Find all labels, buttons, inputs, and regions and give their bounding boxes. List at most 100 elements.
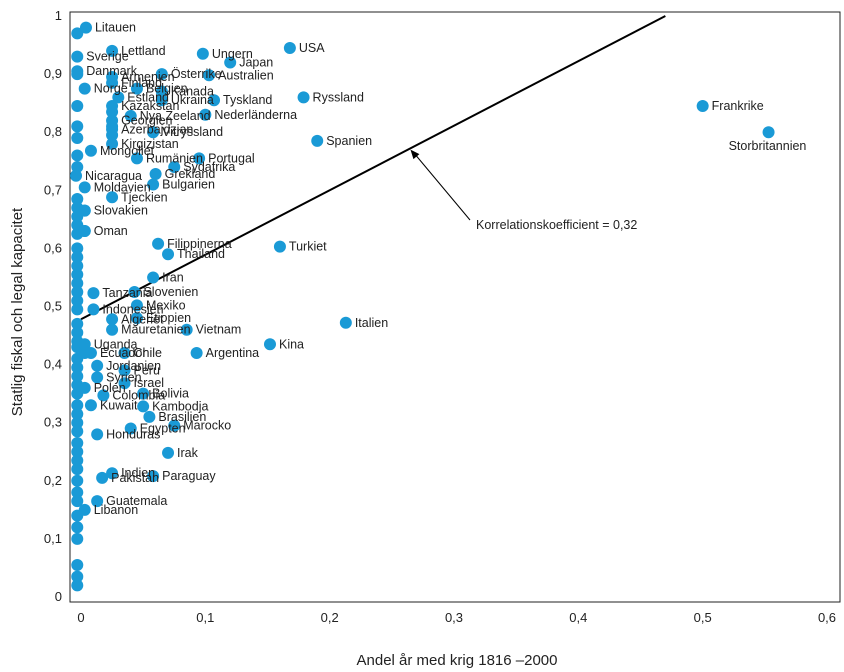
y-tick-labels: 0 0,1 0,2 0,3 0,4 0,5 0,6 0,7 0,8 0,9 1: [44, 8, 62, 604]
point-label: Kambodja: [152, 399, 208, 413]
point-label: Azerbajdzjan: [121, 122, 193, 136]
point-label: Libanon: [94, 503, 139, 517]
trend-line: [80, 15, 666, 321]
data-point: [71, 474, 84, 487]
data-point: [71, 579, 84, 592]
point-label: Kuwait: [100, 398, 138, 412]
x-tick-label: 0: [77, 610, 84, 625]
point-label: Frankrike: [712, 99, 764, 113]
data-point: [124, 422, 137, 435]
point-label: Peru: [134, 363, 160, 377]
data-point: [106, 323, 119, 336]
data-point: [71, 370, 84, 383]
point-label: Jordanien: [106, 359, 161, 373]
point-label: Oman: [94, 224, 128, 238]
data-point: [71, 407, 84, 420]
point-label: Kirgizistan: [121, 137, 179, 151]
data-point: [130, 299, 143, 312]
data-point: [71, 242, 84, 255]
point-label: Sverige: [86, 50, 128, 64]
data-point: [71, 416, 84, 429]
point-label: Indien: [121, 466, 155, 480]
data-point: [71, 445, 84, 458]
data-point: [224, 56, 237, 69]
point-label: Ukraina: [171, 93, 214, 107]
point-label: Italien: [355, 316, 388, 330]
point-label: Sydafrika: [183, 160, 235, 174]
point-label: Japan: [239, 55, 273, 69]
point-label: Lettland: [121, 44, 166, 58]
point-label: Guatemala: [106, 494, 167, 508]
point-label: Tanzania: [102, 286, 152, 300]
data-point: [147, 271, 160, 284]
data-point: [97, 389, 110, 402]
data-point: [71, 559, 84, 572]
data-point: [84, 144, 97, 157]
point-label: Storbritannien: [729, 139, 807, 153]
data-point: [162, 248, 175, 261]
data-point: [283, 41, 296, 54]
data-point: [118, 346, 131, 359]
data-point: [71, 285, 84, 298]
point-label: Etiopien: [146, 311, 191, 325]
y-tick-label: 0: [55, 589, 62, 604]
x-axis-title: Andel år med krig 1816 –2000: [357, 652, 558, 669]
data-point: [106, 137, 119, 150]
data-point: [203, 69, 216, 82]
data-point: [71, 120, 84, 133]
point-label: Algeriet: [121, 312, 164, 326]
trend-line-group: [80, 15, 666, 321]
data-point: [137, 387, 150, 400]
data-point: [263, 338, 276, 351]
data-point: [71, 570, 84, 583]
annotation-arrow: [414, 153, 471, 221]
point-label: Colombia: [112, 388, 165, 402]
y-tick-label: 0,9: [44, 66, 62, 81]
point-label: Argentina: [206, 346, 260, 360]
data-point: [130, 152, 143, 165]
x-tick-label: 0,5: [694, 610, 712, 625]
data-point: [71, 277, 84, 290]
data-point: [106, 76, 119, 89]
x-tick-label: 0,3: [445, 610, 463, 625]
data-point: [155, 68, 168, 81]
data-point: [124, 109, 137, 122]
data-point: [168, 161, 181, 174]
data-point: [91, 371, 104, 384]
data-point: [168, 419, 181, 432]
data-point: [91, 428, 104, 441]
arrowhead: [410, 149, 420, 160]
data-point: [71, 317, 84, 330]
point-label: Irak: [177, 446, 199, 460]
y-tick-label: 1: [55, 8, 62, 23]
point-label: Iran: [162, 270, 184, 284]
point-label: Tjeckien: [121, 190, 168, 204]
data-point: [71, 437, 84, 450]
point-label: Ungern: [212, 47, 253, 61]
point-label: Egypten: [140, 422, 186, 436]
point-label: Ecuador: [100, 346, 147, 360]
data-point: [84, 399, 97, 412]
data-point: [91, 359, 104, 372]
data-point: [71, 454, 84, 467]
data-point: [71, 486, 84, 499]
point-label: Spanien: [326, 134, 372, 148]
x-tick-label: 0,1: [196, 610, 214, 625]
x-tick-labels: 0 0,1 0,2 0,3 0,4 0,5 0,6: [77, 610, 836, 625]
point-label: Kazakstan: [121, 99, 179, 113]
y-tick-label: 0,4: [44, 357, 62, 372]
point-label: Tyskland: [223, 93, 272, 107]
y-tick-label: 0,2: [44, 473, 62, 488]
data-point: [78, 224, 91, 237]
point-label: Rumänien: [146, 151, 203, 165]
point-label: Australien: [218, 68, 274, 82]
x-tick-label: 0,6: [818, 610, 836, 625]
data-point: [199, 108, 212, 121]
point-label: Kanada: [171, 85, 214, 99]
point-label: Mexiko: [146, 298, 186, 312]
data-point: [147, 178, 160, 191]
point-label: Uganda: [94, 337, 138, 351]
data-point: [106, 114, 119, 127]
data-point: [180, 323, 193, 336]
